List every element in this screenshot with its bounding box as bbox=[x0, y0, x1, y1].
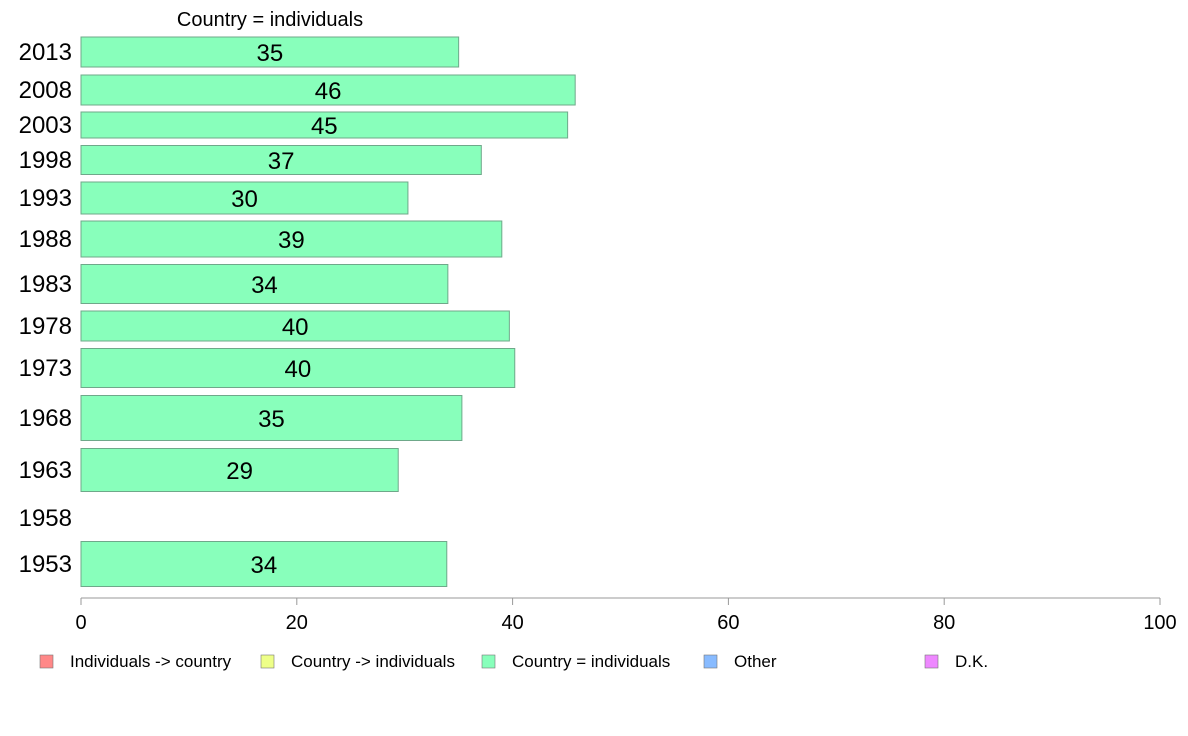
bar-value-label: 39 bbox=[278, 227, 305, 254]
category-label: 1998 bbox=[19, 147, 72, 174]
category-label: 2008 bbox=[19, 77, 72, 104]
legend-label: D.K. bbox=[955, 652, 988, 671]
x-tick-label: 0 bbox=[75, 612, 86, 634]
bar-value-label: 40 bbox=[282, 314, 309, 341]
x-tick-label: 80 bbox=[933, 612, 955, 634]
x-tick-label: 60 bbox=[717, 612, 739, 634]
category-label: 2013 bbox=[19, 39, 72, 66]
bar bbox=[80, 111, 569, 139]
category-label: 1973 bbox=[19, 355, 72, 382]
legend: Individuals -> country Country -> individ… bbox=[39, 652, 988, 671]
bar-value-label: 34 bbox=[251, 552, 278, 579]
bar bbox=[80, 74, 576, 106]
bar bbox=[80, 220, 503, 258]
bar bbox=[80, 36, 460, 68]
legend-swatch bbox=[703, 654, 718, 669]
legend-label: Other bbox=[734, 652, 777, 671]
bar-value-label: 29 bbox=[226, 458, 253, 485]
legend-swatch bbox=[481, 654, 496, 669]
bar-value-label: 37 bbox=[268, 148, 295, 175]
category-label: 1993 bbox=[19, 185, 72, 212]
chart-title: Country = individuals bbox=[177, 9, 363, 31]
category-label: 2003 bbox=[19, 112, 72, 139]
category-label: 1968 bbox=[19, 405, 72, 432]
bar-value-label: 35 bbox=[256, 40, 283, 67]
bar-value-label: 40 bbox=[285, 356, 312, 383]
bar-value-label: 45 bbox=[311, 113, 338, 140]
bar bbox=[80, 541, 448, 587]
legend-label: Individuals -> country bbox=[70, 652, 232, 671]
bar-value-label: 35 bbox=[258, 406, 285, 433]
category-label: 1978 bbox=[19, 313, 72, 340]
bar-value-label: 30 bbox=[231, 186, 258, 213]
bar bbox=[80, 310, 510, 342]
x-tick-label: 100 bbox=[1143, 612, 1176, 634]
legend-swatch bbox=[39, 654, 54, 669]
bar bbox=[80, 264, 449, 304]
bar bbox=[80, 348, 516, 388]
legend-label: Country -> individuals bbox=[291, 652, 455, 671]
legend-swatch bbox=[924, 654, 939, 669]
x-tick-label: 40 bbox=[501, 612, 523, 634]
bars-group: 2013 35 2008 46 2003 45 1998 37 1993 30 1988 39 1983… bbox=[19, 36, 576, 587]
x-axis: 0 20 40 60 80 100 bbox=[75, 597, 1177, 634]
bar bbox=[80, 448, 399, 492]
category-label: 1983 bbox=[19, 271, 72, 298]
legend-swatch bbox=[260, 654, 275, 669]
bar-value-label: 34 bbox=[251, 272, 278, 299]
bar-value-label: 46 bbox=[315, 78, 342, 105]
category-label: 1963 bbox=[19, 457, 72, 484]
category-label: 1958 bbox=[19, 505, 72, 532]
category-label: 1988 bbox=[19, 226, 72, 253]
bar bbox=[80, 395, 463, 441]
category-label: 1953 bbox=[19, 551, 72, 578]
x-tick-label: 20 bbox=[286, 612, 308, 634]
bar bbox=[80, 145, 482, 175]
legend-label: Country = individuals bbox=[512, 652, 670, 671]
bar bbox=[80, 181, 409, 215]
